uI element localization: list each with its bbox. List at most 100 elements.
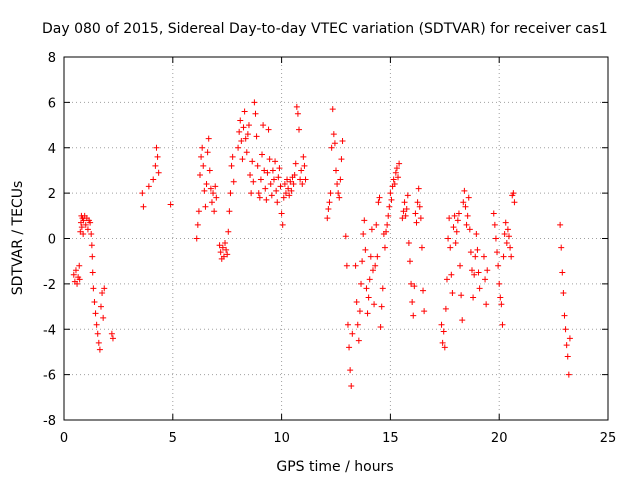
data-point bbox=[501, 230, 508, 237]
grid bbox=[64, 57, 608, 420]
data-point bbox=[563, 342, 570, 349]
data-point bbox=[82, 221, 89, 228]
data-point bbox=[508, 253, 515, 260]
data-point bbox=[285, 185, 292, 192]
y-tick-label: 0 bbox=[48, 233, 56, 248]
data-point bbox=[96, 346, 103, 353]
data-point bbox=[263, 196, 270, 203]
data-point bbox=[363, 285, 370, 292]
data-point bbox=[473, 230, 480, 237]
data-point bbox=[400, 208, 407, 215]
data-point bbox=[405, 240, 412, 247]
data-point bbox=[393, 165, 400, 172]
data-point bbox=[220, 253, 227, 260]
data-point bbox=[566, 335, 573, 342]
data-point bbox=[299, 181, 306, 188]
data-point bbox=[504, 226, 511, 233]
data-point bbox=[95, 339, 102, 346]
data-point bbox=[343, 262, 350, 269]
data-point bbox=[558, 244, 565, 251]
data-point bbox=[421, 308, 428, 315]
data-point bbox=[203, 181, 210, 188]
chart-title: Day 080 of 2015, Sidereal Day-to-day VTE… bbox=[42, 21, 608, 37]
data-point bbox=[498, 301, 505, 308]
data-point bbox=[377, 323, 384, 330]
data-point bbox=[565, 371, 572, 378]
data-point bbox=[223, 246, 230, 253]
data-point bbox=[257, 176, 264, 183]
data-point bbox=[442, 305, 449, 312]
data-point bbox=[266, 156, 273, 163]
data-point bbox=[362, 246, 369, 253]
data-point bbox=[495, 262, 502, 269]
data-point bbox=[361, 217, 368, 224]
data-point bbox=[410, 312, 417, 319]
data-point bbox=[269, 167, 276, 174]
data-point bbox=[268, 192, 275, 199]
data-point bbox=[344, 321, 351, 328]
data-point bbox=[291, 171, 298, 178]
data-point bbox=[294, 110, 301, 117]
data-point bbox=[260, 122, 267, 129]
data-point bbox=[415, 185, 422, 192]
data-point bbox=[255, 190, 262, 197]
data-point bbox=[447, 244, 454, 251]
data-point bbox=[376, 194, 383, 201]
data-point bbox=[296, 126, 303, 133]
data-point bbox=[386, 203, 393, 210]
data-point bbox=[406, 258, 413, 265]
data-point bbox=[460, 199, 467, 206]
data-point bbox=[267, 181, 274, 188]
data-point bbox=[206, 167, 213, 174]
data-point bbox=[101, 285, 108, 292]
data-point bbox=[342, 233, 349, 240]
data-point bbox=[349, 330, 356, 337]
data-point bbox=[100, 314, 107, 321]
axes: 0 5 10 15 20 25 -8 -6 -4 -2 0 2 4 6 8 bbox=[43, 51, 616, 446]
data-point bbox=[369, 267, 376, 274]
data-point bbox=[411, 283, 418, 290]
data-point bbox=[251, 99, 258, 106]
data-point bbox=[84, 226, 91, 233]
data-point bbox=[330, 131, 337, 138]
data-point bbox=[216, 242, 223, 249]
data-point bbox=[88, 230, 95, 237]
data-point bbox=[396, 160, 403, 167]
data-point bbox=[70, 271, 77, 278]
data-point bbox=[383, 228, 390, 235]
data-point bbox=[336, 194, 343, 201]
data-point bbox=[256, 194, 263, 201]
data-point bbox=[276, 165, 283, 172]
data-point bbox=[211, 208, 218, 215]
x-tick-label: 20 bbox=[491, 431, 508, 446]
data-point bbox=[480, 253, 487, 260]
data-point bbox=[511, 199, 518, 206]
data-point bbox=[452, 240, 459, 247]
data-point bbox=[254, 162, 261, 169]
data-point bbox=[262, 185, 269, 192]
data-point bbox=[464, 212, 471, 219]
data-point bbox=[356, 308, 363, 315]
data-point bbox=[348, 382, 355, 389]
data-point bbox=[97, 303, 104, 310]
y-tick-label: -2 bbox=[43, 278, 56, 293]
data-point bbox=[391, 181, 398, 188]
data-point bbox=[140, 203, 147, 210]
data-point bbox=[237, 117, 244, 124]
data-point bbox=[297, 176, 304, 183]
data-point bbox=[404, 192, 411, 199]
data-point bbox=[462, 203, 469, 210]
y-tick-label: -8 bbox=[43, 414, 56, 429]
data-point bbox=[154, 153, 161, 160]
data-point bbox=[292, 160, 299, 167]
data-point bbox=[89, 253, 96, 260]
data-point bbox=[440, 328, 447, 335]
data-point bbox=[497, 294, 504, 301]
data-point bbox=[378, 303, 385, 310]
data-point bbox=[337, 176, 344, 183]
data-point bbox=[300, 153, 307, 160]
data-point bbox=[193, 235, 200, 242]
data-point bbox=[384, 221, 391, 228]
y-tick-label: -4 bbox=[43, 323, 56, 338]
